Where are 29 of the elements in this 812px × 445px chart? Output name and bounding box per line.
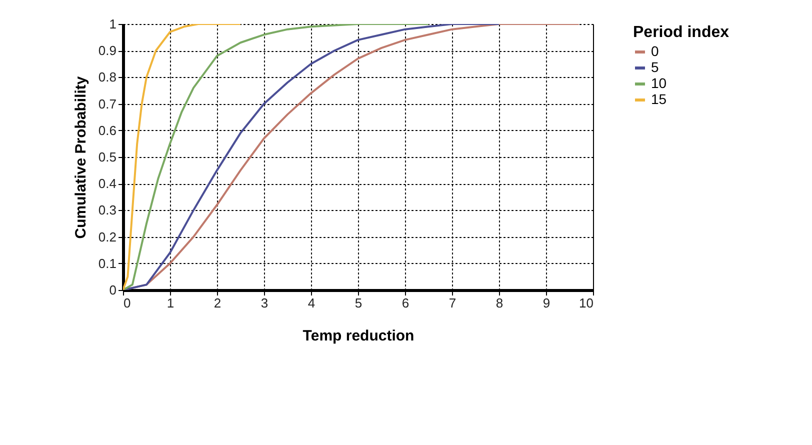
x-tick-label: 8 [496, 296, 504, 310]
y-axis-title: Cumulative Probability [72, 76, 90, 239]
x-tick-label: 9 [542, 296, 550, 310]
y-tick-label: 0.8 [98, 70, 116, 85]
x-tick-label: 2 [214, 296, 222, 310]
legend-title: Period index [633, 24, 730, 41]
legend-label: 0 [651, 43, 659, 59]
y-tick-label: 0.4 [98, 176, 116, 192]
x-axis-title: Temp reduction [302, 328, 414, 344]
legend-label: 15 [651, 91, 667, 107]
y-tick-label: 0 [109, 282, 116, 298]
legend-label: 10 [651, 75, 667, 91]
y-tick-label: 0.2 [98, 229, 116, 244]
y-tick-label: 0.7 [98, 96, 116, 112]
y-tick-label: 1 [109, 16, 116, 32]
x-tick-label: 5 [354, 296, 362, 310]
y-tick-label: 0.3 [98, 202, 116, 218]
x-tick-label: 7 [448, 296, 456, 310]
x-tick-label: 6 [402, 296, 410, 310]
x-tick-label: 10 [579, 296, 594, 310]
legend-label: 5 [651, 59, 659, 75]
y-tick-label: 0.6 [98, 122, 116, 138]
x-tick-label: 3 [260, 296, 268, 310]
x-tick-label: 0 [124, 296, 131, 310]
x-tick-label: 1 [166, 296, 174, 310]
y-tick-label: 0.5 [98, 150, 116, 164]
y-tick-label: 0.9 [98, 43, 116, 58]
x-tick-label: 4 [308, 296, 316, 310]
y-tick-label: 0.1 [98, 256, 116, 271]
